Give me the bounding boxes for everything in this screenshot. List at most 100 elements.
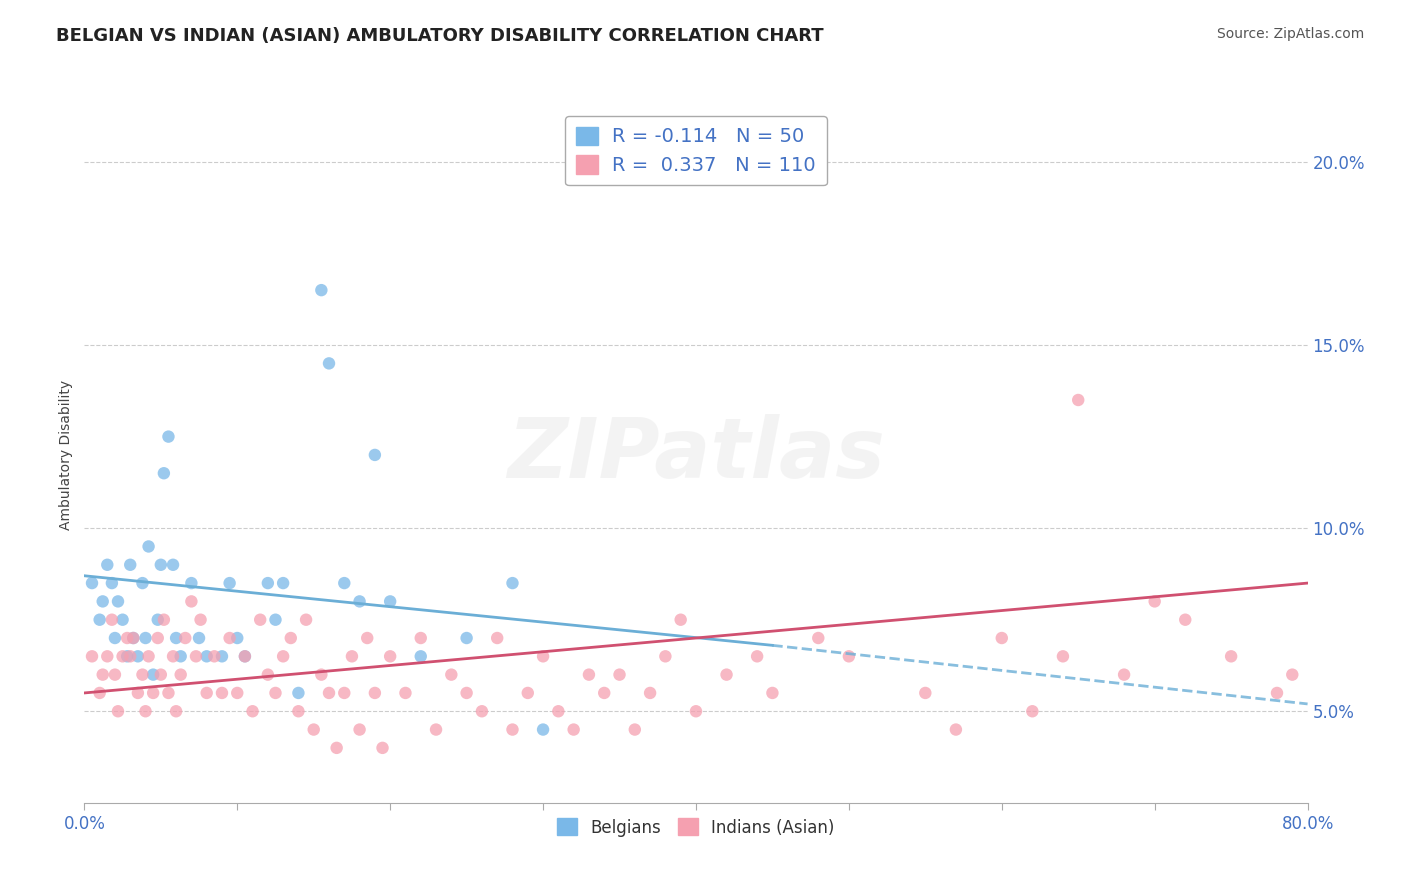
Point	[486, 631, 509, 645]
Point	[340, 649, 363, 664]
Point	[609, 667, 631, 681]
Point	[188, 631, 211, 645]
Point	[80, 576, 103, 591]
Point	[122, 631, 145, 645]
Point	[1067, 392, 1090, 407]
Point	[409, 631, 432, 645]
Point	[195, 686, 218, 700]
Point	[157, 429, 180, 443]
Point	[170, 667, 193, 681]
Point	[165, 704, 187, 718]
Point	[638, 686, 661, 700]
Point	[302, 723, 325, 737]
Point	[138, 649, 160, 664]
Point	[914, 686, 936, 700]
Point	[211, 649, 233, 664]
Point	[131, 576, 153, 591]
Point	[257, 667, 280, 681]
Point	[271, 649, 294, 664]
Point	[120, 649, 142, 664]
Point	[127, 649, 149, 664]
Point	[233, 649, 256, 664]
Point	[153, 613, 176, 627]
Point	[184, 649, 207, 664]
Point	[295, 613, 318, 627]
Point	[226, 686, 249, 700]
Point	[233, 649, 256, 664]
Point	[165, 631, 187, 645]
Point	[115, 649, 138, 664]
Point	[409, 649, 432, 664]
Point	[356, 631, 378, 645]
Text: BELGIAN VS INDIAN (ASIAN) AMBULATORY DISABILITY CORRELATION CHART: BELGIAN VS INDIAN (ASIAN) AMBULATORY DIS…	[56, 27, 824, 45]
Point	[1220, 649, 1243, 664]
Point	[838, 649, 860, 664]
Point	[91, 594, 114, 608]
Point	[531, 649, 554, 664]
Point	[226, 631, 249, 645]
Point	[138, 540, 160, 554]
Point	[1143, 594, 1166, 608]
Point	[135, 631, 157, 645]
Point	[349, 723, 371, 737]
Point	[1114, 667, 1136, 681]
Point	[107, 594, 129, 608]
Point	[120, 558, 142, 572]
Point	[115, 631, 138, 645]
Point	[122, 631, 145, 645]
Point	[380, 649, 402, 664]
Point	[371, 740, 394, 755]
Point	[471, 704, 494, 718]
Point	[311, 667, 333, 681]
Point	[111, 613, 134, 627]
Point	[153, 467, 176, 481]
Point	[669, 613, 692, 627]
Point	[264, 686, 287, 700]
Point	[440, 667, 463, 681]
Y-axis label: Ambulatory Disability: Ambulatory Disability	[59, 380, 73, 530]
Point	[146, 631, 169, 645]
Point	[149, 667, 172, 681]
Point	[142, 686, 165, 700]
Point	[531, 723, 554, 737]
Point	[747, 649, 769, 664]
Point	[149, 558, 172, 572]
Point	[127, 686, 149, 700]
Point	[157, 686, 180, 700]
Point	[287, 686, 309, 700]
Point	[287, 704, 309, 718]
Point	[180, 576, 202, 591]
Point	[333, 686, 356, 700]
Point	[257, 576, 280, 591]
Point	[202, 649, 225, 664]
Point	[271, 576, 294, 591]
Point	[190, 613, 212, 627]
Point	[249, 613, 271, 627]
Point	[578, 667, 600, 681]
Point	[364, 686, 387, 700]
Point	[807, 631, 830, 645]
Point	[80, 649, 103, 664]
Point	[1174, 613, 1197, 627]
Point	[1052, 649, 1074, 664]
Point	[318, 356, 340, 370]
Point	[111, 649, 134, 664]
Point	[146, 613, 169, 627]
Point	[162, 558, 184, 572]
Point	[104, 667, 127, 681]
Point	[349, 594, 371, 608]
Point	[104, 631, 127, 645]
Point	[142, 667, 165, 681]
Point	[242, 704, 264, 718]
Point	[1281, 667, 1303, 681]
Point	[945, 723, 967, 737]
Point	[170, 649, 193, 664]
Point	[325, 740, 347, 755]
Text: Source: ZipAtlas.com: Source: ZipAtlas.com	[1216, 27, 1364, 41]
Text: ZIPatlas: ZIPatlas	[508, 415, 884, 495]
Point	[218, 631, 240, 645]
Point	[547, 704, 569, 718]
Point	[333, 576, 356, 591]
Point	[131, 667, 153, 681]
Point	[394, 686, 416, 700]
